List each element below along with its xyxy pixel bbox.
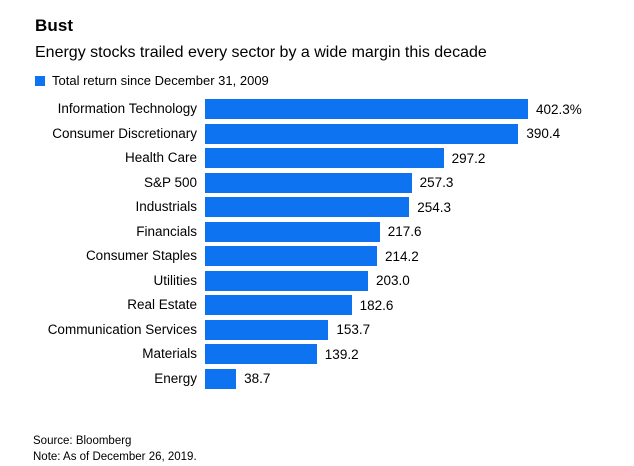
category-label: Energy bbox=[154, 370, 197, 386]
bar-row: Real Estate 182.6 bbox=[35, 293, 614, 318]
bar bbox=[205, 172, 412, 193]
bar-row: Consumer Discretionary 390.4 bbox=[35, 122, 614, 147]
value-label: 139.2 bbox=[324, 346, 359, 362]
value-label: 38.7 bbox=[244, 371, 271, 387]
value-label: 390.4 bbox=[526, 126, 561, 142]
category-label: Financials bbox=[136, 223, 197, 239]
bar bbox=[205, 99, 528, 120]
category-label: Real Estate bbox=[127, 297, 197, 312]
legend: Total return since December 31, 2009 bbox=[35, 74, 614, 87]
legend-swatch-icon bbox=[35, 75, 45, 86]
value-label: 217.6 bbox=[387, 224, 422, 240]
bar-row: Utilities 203.0 bbox=[35, 269, 614, 294]
source-note: Source: Bloomberg bbox=[33, 435, 132, 447]
category-label: Consumer Discretionary bbox=[52, 125, 197, 141]
value-label: 214.2 bbox=[385, 248, 419, 264]
bar bbox=[205, 123, 519, 144]
chart-subtitle: Energy stocks trailed every sector by a … bbox=[35, 44, 487, 61]
footer: Source: Bloomberg Note: As of December 2… bbox=[33, 434, 197, 465]
bar bbox=[205, 246, 377, 267]
bar-row: Materials 139.2 bbox=[35, 342, 614, 367]
value-label: 203.0 bbox=[376, 273, 410, 289]
value-label: 182.6 bbox=[359, 297, 394, 313]
category-label: Materials bbox=[142, 346, 197, 361]
bar bbox=[205, 319, 329, 340]
value-label: 297.2 bbox=[451, 150, 486, 166]
bar bbox=[205, 270, 368, 291]
date-note: Note: As of December 26, 2019. bbox=[33, 450, 197, 463]
bar-row: Health Care 297.2 bbox=[35, 146, 614, 171]
category-label: Information Technology bbox=[57, 101, 197, 116]
bar-row: Financials 217.6 bbox=[35, 220, 614, 245]
bar bbox=[205, 295, 352, 316]
chart-panel: Bust Energy stocks trailed every sector … bbox=[35, 16, 614, 391]
bar-row: Industrials 254.3 bbox=[35, 195, 614, 220]
category-label: Industrials bbox=[135, 199, 197, 214]
category-label: Communication Services bbox=[47, 321, 197, 337]
category-label: S&P 500 bbox=[143, 174, 197, 190]
value-label: 153.7 bbox=[336, 322, 371, 338]
category-label: Health Care bbox=[124, 150, 197, 165]
bar-row: Consumer Staples 214.2 bbox=[35, 244, 614, 269]
bar-row: Information Technology 402.3% bbox=[35, 97, 614, 122]
value-label: 257.3 bbox=[419, 175, 454, 191]
bar bbox=[205, 148, 444, 169]
bar bbox=[205, 344, 317, 365]
bar-row: Communication Services 153.7 bbox=[35, 318, 614, 343]
category-label: Utilities bbox=[153, 272, 197, 288]
value-label: 402.3% bbox=[536, 101, 582, 117]
category-label: Consumer Staples bbox=[85, 248, 197, 263]
bar-row: Energy 38.7 bbox=[35, 367, 614, 392]
bar bbox=[205, 368, 237, 389]
value-label: 254.3 bbox=[417, 199, 451, 215]
chart-title: Bust bbox=[35, 16, 74, 35]
bar-chart: Information Technology 402.3% Consumer D… bbox=[35, 97, 614, 391]
bar bbox=[205, 197, 410, 218]
bar bbox=[205, 221, 380, 242]
bar-row: S&P 500 257.3 bbox=[35, 171, 614, 196]
legend-label: Total return since December 31, 2009 bbox=[52, 73, 269, 88]
